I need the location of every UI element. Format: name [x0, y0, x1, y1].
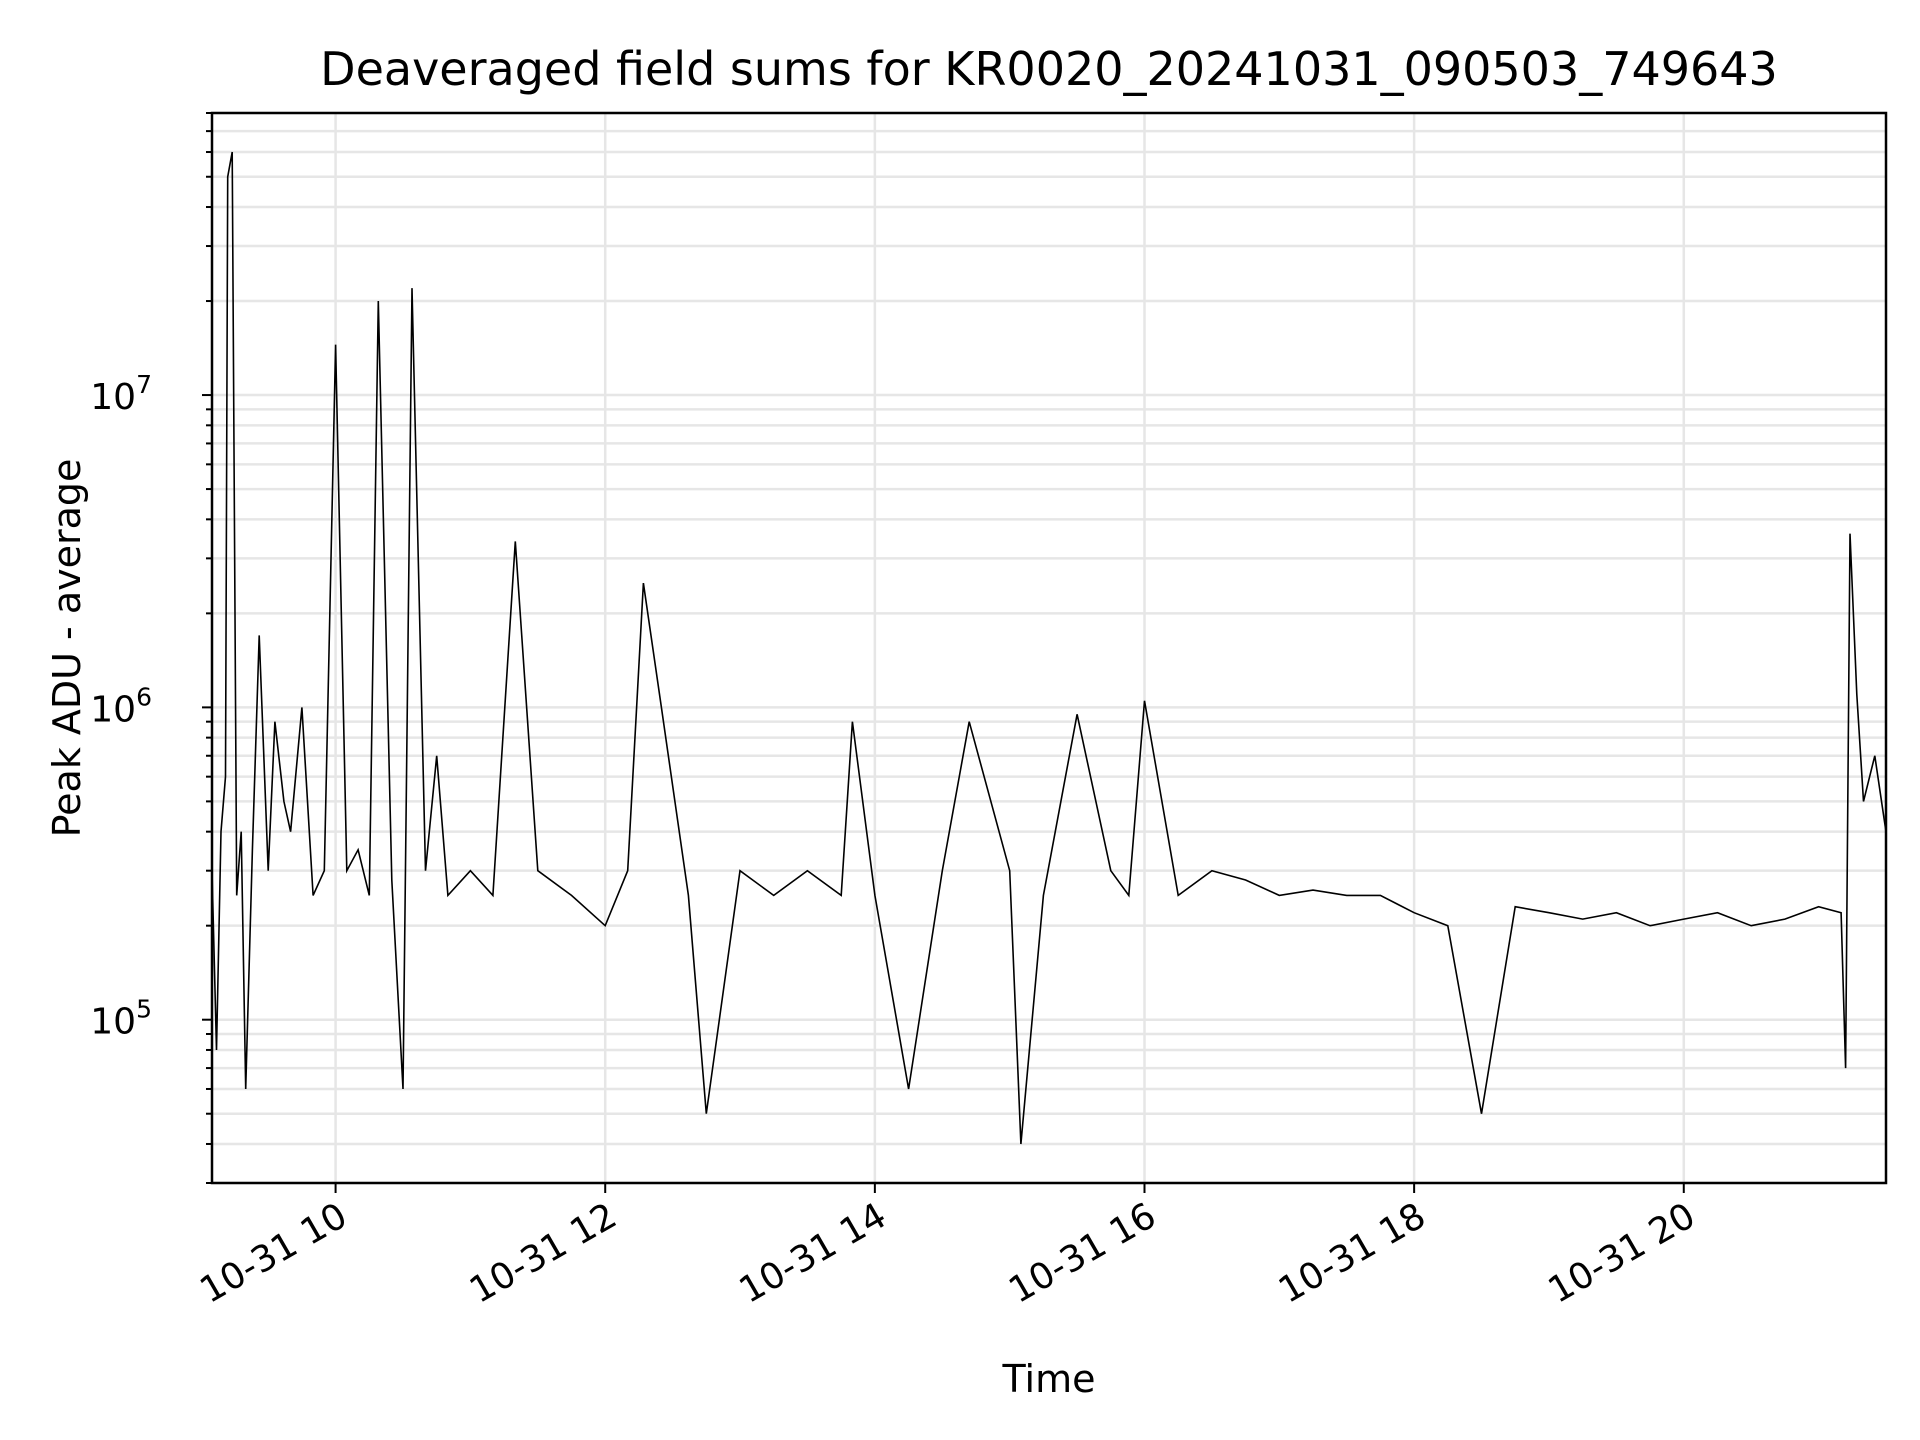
- series-line: [211, 151, 1887, 1145]
- grid: [212, 111, 1886, 1185]
- series-layer: [211, 151, 1887, 1145]
- y-tick-label: 107: [90, 370, 152, 418]
- y-tick-label-exponent: 5: [136, 995, 152, 1024]
- y-tick-label-base: 10: [90, 689, 136, 730]
- y-tick-label: 106: [90, 682, 152, 730]
- y-tick-label-exponent: 7: [136, 370, 152, 399]
- y-tick-label-base: 10: [90, 377, 136, 418]
- y-tick-label: 105: [90, 995, 152, 1043]
- y-tick-label-base: 10: [90, 1002, 136, 1043]
- x-axis-label: Time: [1002, 1357, 1096, 1401]
- y-axis-label: Peak ADU - average: [45, 459, 89, 838]
- y-tick-label-exponent: 6: [136, 682, 152, 711]
- plot-frame: [210, 111, 1888, 1185]
- chart-title: Deaveraged field sums for KR0020_2024103…: [320, 42, 1778, 96]
